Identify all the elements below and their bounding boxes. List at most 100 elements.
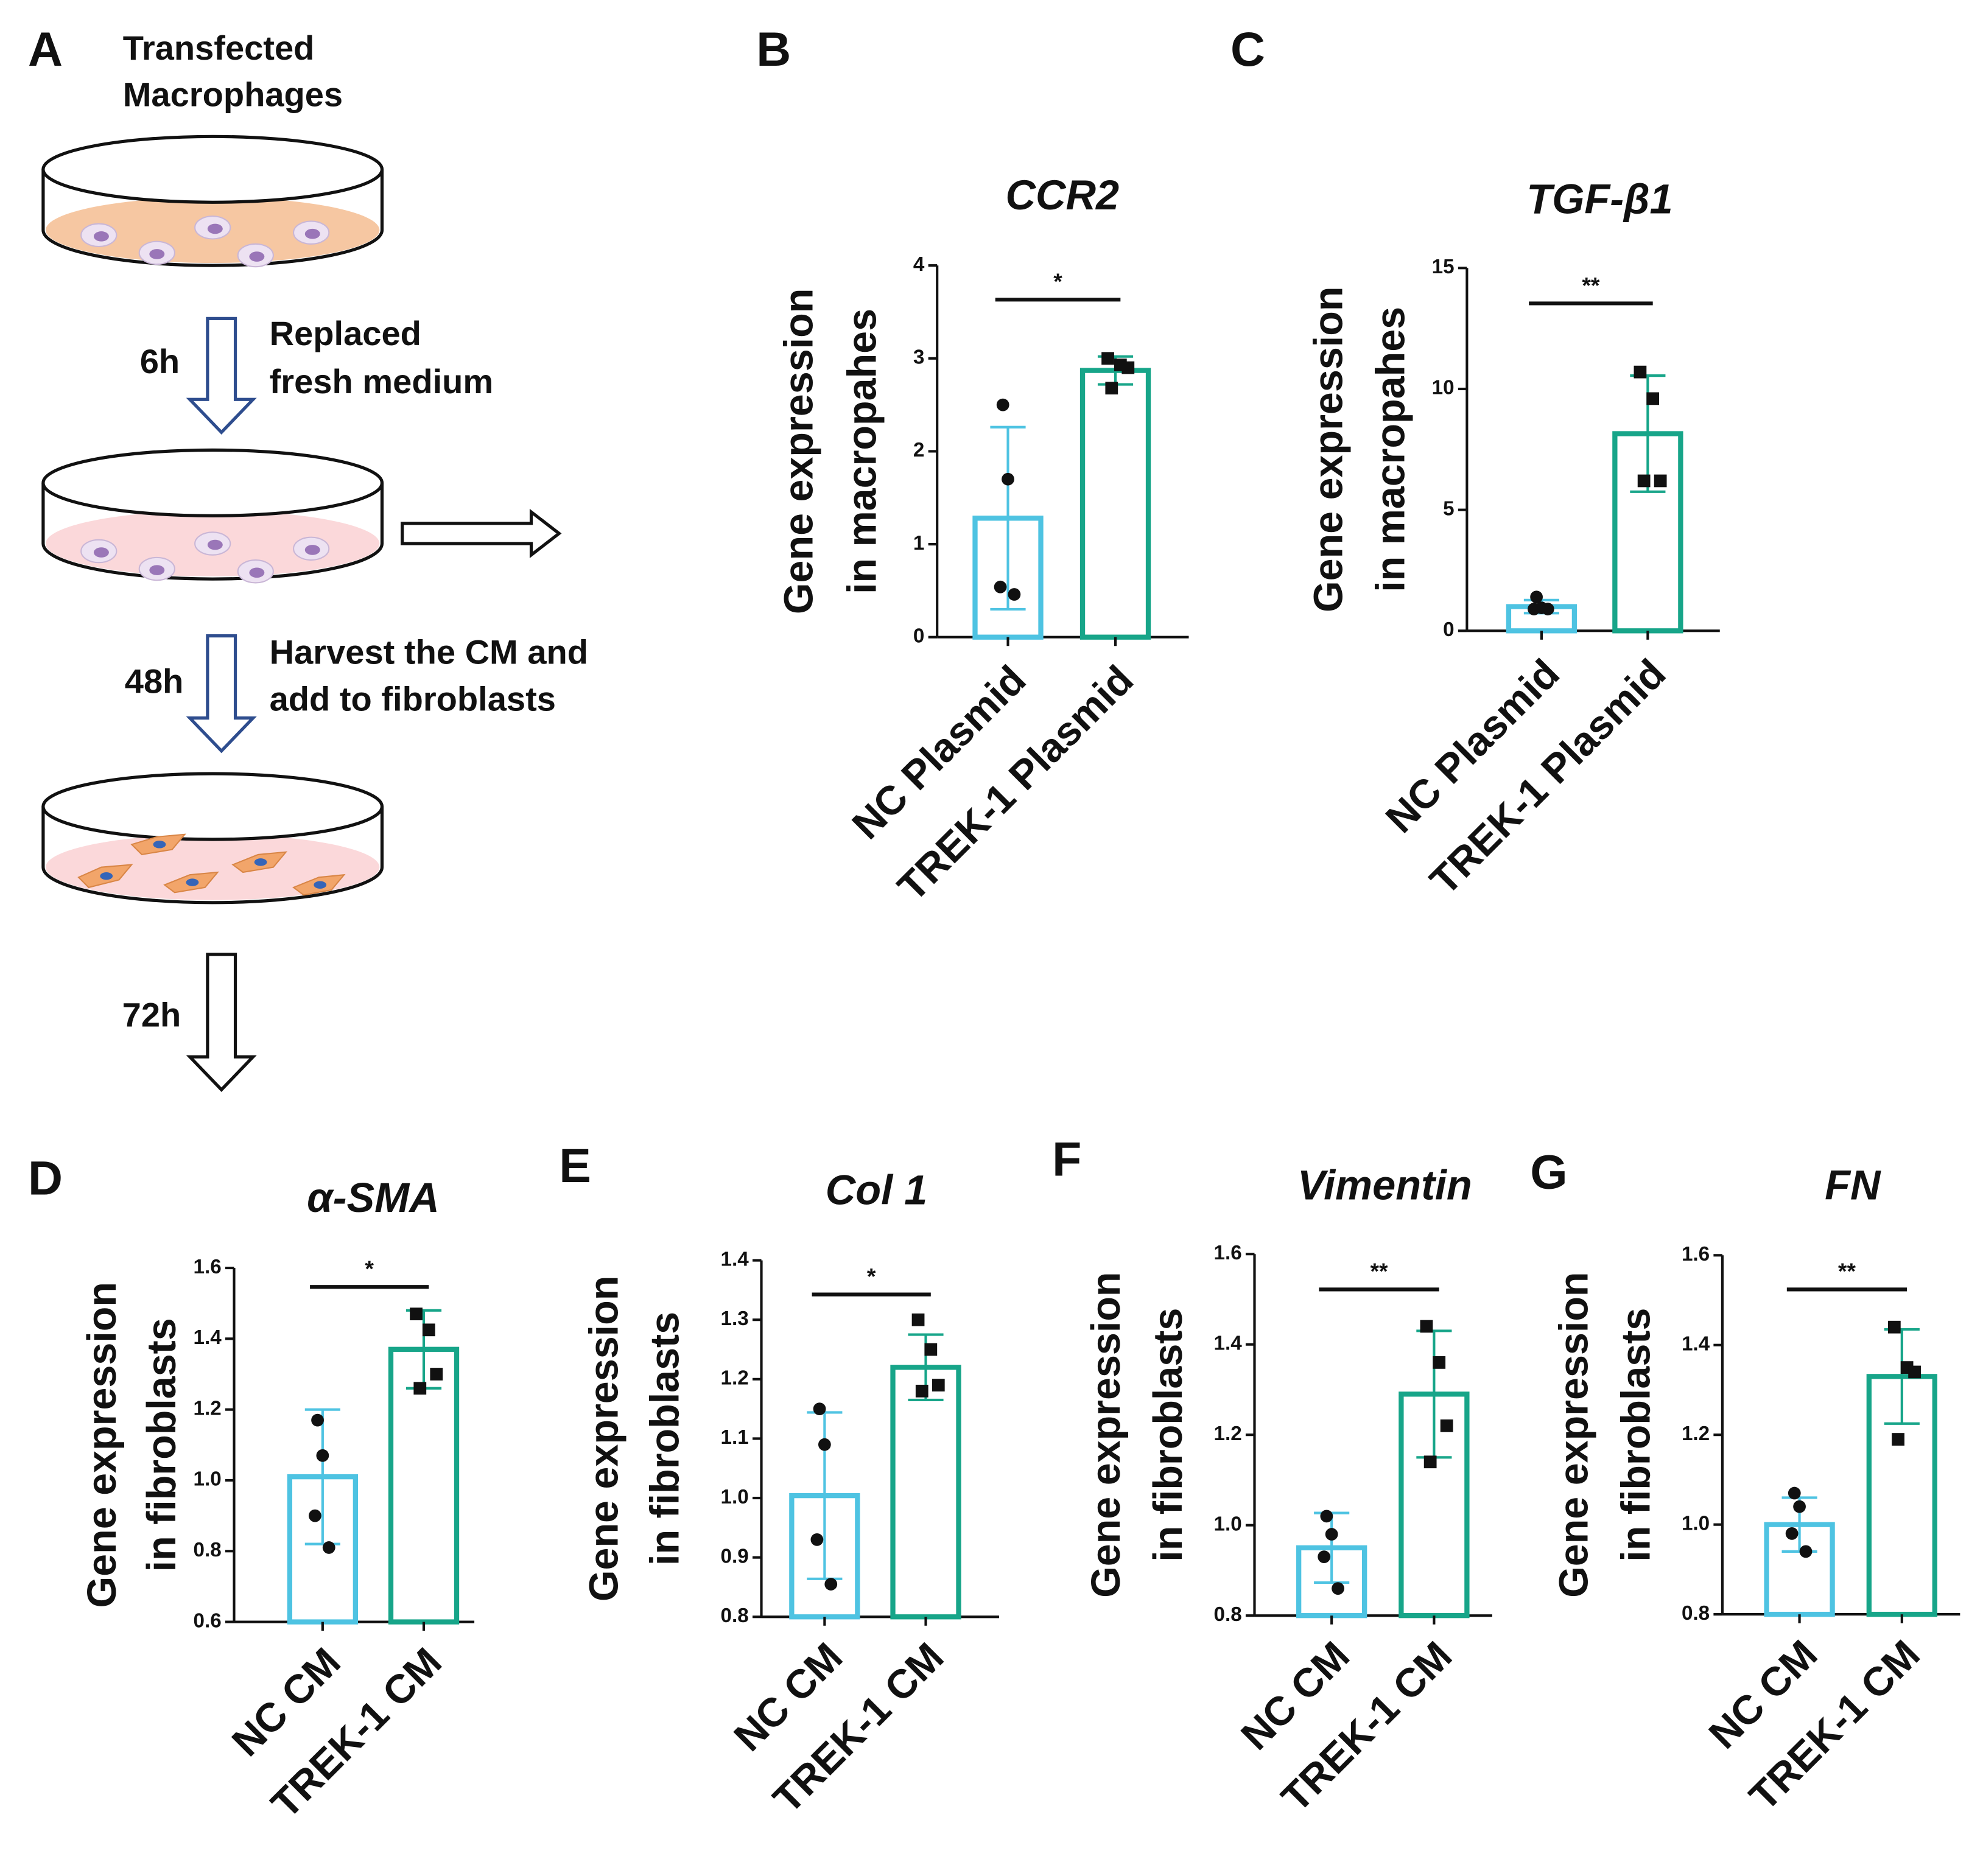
arrow xyxy=(186,317,257,435)
data-point xyxy=(1002,472,1014,486)
y-tick-label: 0.9 xyxy=(721,1545,749,1567)
data-point xyxy=(932,1379,945,1391)
data-point xyxy=(1528,603,1540,615)
y-axis-label: in fibroblasts xyxy=(1613,1308,1658,1562)
y-axis-label: Gene expression xyxy=(582,1276,627,1601)
data-point xyxy=(316,1449,329,1462)
y-tick-label: 1.3 xyxy=(721,1307,749,1330)
y-tick-label: 0.8 xyxy=(194,1539,222,1561)
data-point xyxy=(1541,603,1554,615)
data-point xyxy=(1908,1365,1921,1379)
data-point xyxy=(322,1541,335,1554)
data-point xyxy=(824,1578,838,1591)
data-point xyxy=(410,1307,423,1321)
data-point xyxy=(1325,1528,1338,1541)
step-text: fresh medium xyxy=(270,362,494,401)
panel-label: C xyxy=(1230,23,1265,76)
significance-label: ** xyxy=(1582,272,1600,298)
y-axis-label: in macropahes xyxy=(1368,307,1413,592)
data-point xyxy=(1423,1455,1437,1469)
y-tick-label: 1.6 xyxy=(1682,1243,1710,1265)
data-point xyxy=(1892,1433,1904,1446)
panel-label: A xyxy=(28,23,63,76)
data-point xyxy=(1654,474,1667,488)
dish xyxy=(41,135,384,267)
data-point xyxy=(1887,1320,1901,1334)
data-point xyxy=(1634,365,1647,379)
diagram-label: Macrophages xyxy=(123,75,343,114)
step-time: 6h xyxy=(140,342,180,380)
data-point xyxy=(1320,1510,1333,1523)
panel-label: G xyxy=(1530,1145,1567,1199)
y-tick-label: 4 xyxy=(913,253,925,276)
significance-label: ** xyxy=(1370,1258,1388,1284)
y-axis-label: in fibroblasts xyxy=(139,1318,184,1572)
bar xyxy=(890,1365,961,1620)
y-tick-label: 0 xyxy=(1443,618,1454,641)
data-point xyxy=(1332,1582,1344,1595)
y-axis-label: Gene expression xyxy=(80,1282,125,1608)
data-point xyxy=(1420,1320,1433,1333)
step-time: 48h xyxy=(125,662,184,700)
y-tick-label: 1.1 xyxy=(721,1426,749,1449)
y-tick-label: 0.8 xyxy=(1214,1603,1242,1626)
step-text: Harvest the CM and xyxy=(270,633,588,671)
significance-label: * xyxy=(1053,268,1062,294)
arrow xyxy=(401,508,562,559)
data-point xyxy=(1646,392,1660,405)
chart-title: α-SMA xyxy=(307,1174,440,1221)
significance-label: * xyxy=(867,1264,876,1289)
y-tick-label: 1.2 xyxy=(1214,1423,1242,1445)
data-point xyxy=(810,1533,824,1546)
y-tick-label: 1.4 xyxy=(1682,1333,1710,1356)
y-axis-label: Gene expression xyxy=(1552,1272,1597,1597)
data-point xyxy=(1318,1550,1331,1564)
data-point xyxy=(1008,588,1021,601)
chart-title: CCR2 xyxy=(1006,172,1120,219)
significance-label: * xyxy=(365,1256,374,1281)
y-tick-label: 1.0 xyxy=(1214,1513,1242,1535)
data-point xyxy=(1530,590,1543,604)
data-point xyxy=(422,1323,435,1337)
y-tick-label: 15 xyxy=(1432,256,1455,278)
chart-title: Vimentin xyxy=(1297,1161,1472,1208)
y-tick-label: 0 xyxy=(913,625,924,647)
dish xyxy=(41,772,384,905)
arrow xyxy=(186,634,257,754)
bar xyxy=(1079,368,1151,640)
y-tick-label: 0.6 xyxy=(194,1609,222,1632)
step-text: add to fibroblasts xyxy=(270,679,556,718)
data-point xyxy=(924,1343,938,1356)
data-point xyxy=(994,580,1007,593)
y-axis-label: in fibroblasts xyxy=(1146,1308,1191,1562)
y-axis-label: in fibroblasts xyxy=(642,1312,687,1566)
y-tick-label: 1.0 xyxy=(1682,1512,1710,1535)
data-point xyxy=(818,1438,831,1451)
y-tick-label: 1.4 xyxy=(194,1326,222,1349)
y-axis-label: Gene expression xyxy=(777,289,822,614)
data-point xyxy=(1121,361,1135,374)
data-point xyxy=(311,1413,324,1427)
y-tick-label: 5 xyxy=(1443,497,1454,520)
y-tick-label: 1.2 xyxy=(721,1367,749,1390)
data-point xyxy=(1101,352,1114,365)
data-point xyxy=(309,1509,321,1522)
y-tick-label: 1.0 xyxy=(721,1486,749,1508)
y-tick-label: 1.4 xyxy=(721,1248,749,1270)
data-point xyxy=(996,398,1009,411)
diagram-label: Transfected xyxy=(123,29,315,67)
fibroblasts xyxy=(77,833,346,896)
step-time: 72h xyxy=(122,996,181,1034)
y-tick-label: 2 xyxy=(913,439,924,461)
data-point xyxy=(413,1382,427,1395)
panel-label: D xyxy=(28,1152,63,1205)
chart-title: FN xyxy=(1825,1161,1881,1208)
panel-label: E xyxy=(559,1139,591,1192)
y-tick-label: 1.0 xyxy=(194,1468,222,1491)
data-point xyxy=(1105,382,1118,395)
arrow xyxy=(186,953,257,1092)
y-tick-label: 10 xyxy=(1432,377,1455,399)
chart-title: Col 1 xyxy=(826,1167,928,1214)
data-point xyxy=(1785,1527,1799,1540)
